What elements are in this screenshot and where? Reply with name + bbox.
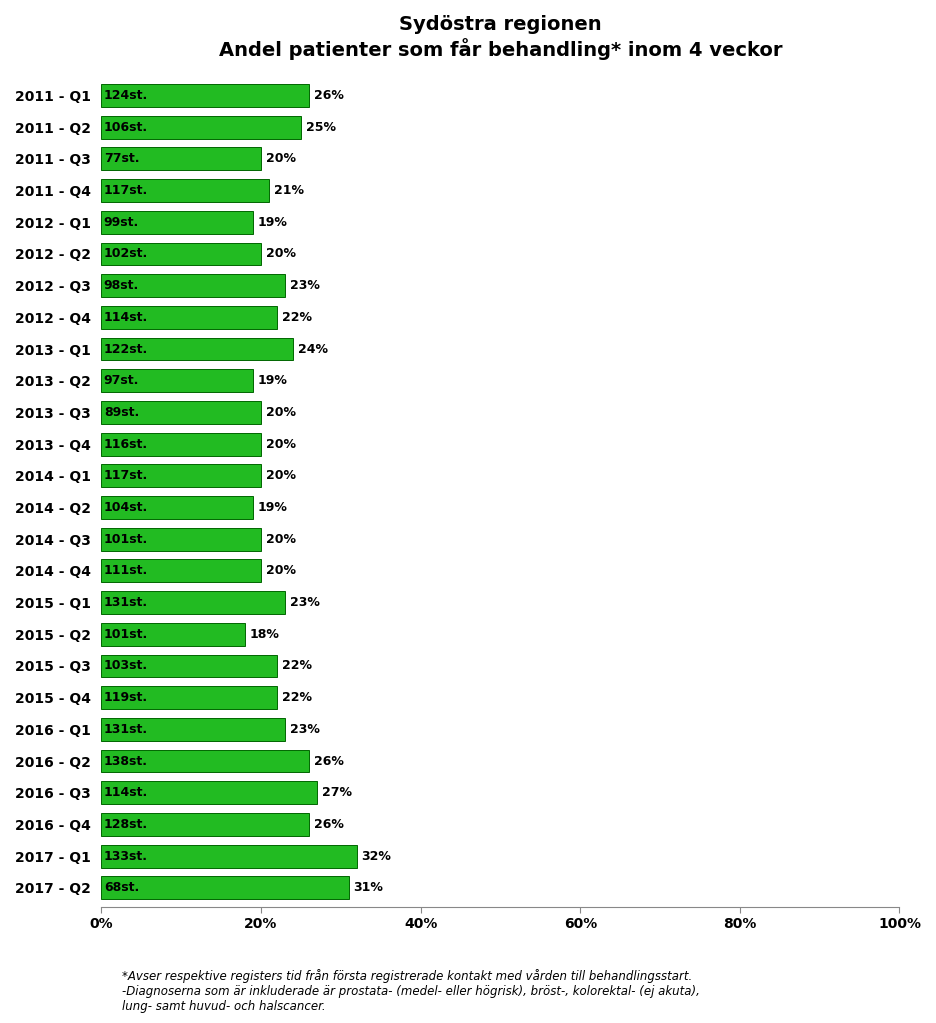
Title: Sydöstra regionen
Andel patienter som får behandling* inom 4 veckor: Sydöstra regionen Andel patienter som få… [219,15,782,59]
Text: 20%: 20% [266,248,296,261]
Text: 22%: 22% [282,660,312,672]
Text: 104st.: 104st. [104,501,148,514]
Text: 128st.: 128st. [104,818,148,831]
Bar [101,718,285,741]
Text: 19%: 19% [257,501,287,514]
Text: 23%: 23% [290,596,319,609]
Text: 32%: 32% [361,850,391,862]
Text: 102st.: 102st. [104,248,148,261]
Text: 119st.: 119st. [104,692,148,704]
Bar [101,845,357,868]
Bar [101,401,261,424]
Text: 89st.: 89st. [104,406,139,418]
Text: 116st.: 116st. [104,438,148,450]
Text: 101st.: 101st. [104,628,148,640]
Text: 26%: 26% [314,755,344,767]
Text: 27%: 27% [322,787,352,799]
Text: 138st.: 138st. [104,755,148,767]
Bar [101,528,261,550]
Bar [101,84,309,106]
Bar [101,877,349,899]
Text: 22%: 22% [282,692,312,704]
Bar [101,560,261,582]
Text: 68st.: 68st. [104,882,139,894]
Bar [101,782,317,804]
Text: 103st.: 103st. [104,660,148,672]
Bar [101,433,261,455]
Text: 122st.: 122st. [104,343,148,356]
Bar [101,147,261,170]
Text: 31%: 31% [354,882,384,894]
Text: 106st.: 106st. [104,121,148,134]
Text: 114st.: 114st. [104,787,148,799]
Text: 97st.: 97st. [104,374,139,387]
Text: 20%: 20% [266,470,296,482]
Bar [101,655,277,677]
Bar [101,750,309,772]
Bar [101,179,269,202]
Text: 19%: 19% [257,216,287,229]
Bar [101,369,253,392]
Text: 20%: 20% [266,565,296,577]
Bar [101,686,277,709]
Text: 131st.: 131st. [104,596,148,609]
Bar [101,464,261,487]
Text: 23%: 23% [290,723,319,736]
Text: 22%: 22% [282,311,312,324]
Text: 20%: 20% [266,152,296,166]
Bar [101,813,309,836]
Bar [101,116,301,138]
Bar [101,496,253,519]
Bar [101,274,285,297]
Text: *Avser respektive registers tid från första registrerade kontakt med vården till: *Avser respektive registers tid från för… [122,969,699,1013]
Bar [101,306,277,328]
Bar [101,242,261,265]
Text: 20%: 20% [266,438,296,450]
Text: 114st.: 114st. [104,311,148,324]
Text: 77st.: 77st. [104,152,139,166]
Bar [101,211,253,233]
Text: 131st.: 131st. [104,723,148,736]
Text: 25%: 25% [306,121,336,134]
Text: 23%: 23% [290,279,319,293]
Text: 26%: 26% [314,818,344,831]
Bar [101,623,245,646]
Text: 101st.: 101st. [104,533,148,545]
Text: 99st.: 99st. [104,216,139,229]
Text: 117st.: 117st. [104,184,148,197]
Text: 20%: 20% [266,533,296,545]
Text: 18%: 18% [250,628,280,640]
Text: 98st.: 98st. [104,279,139,293]
Text: 124st.: 124st. [104,89,148,102]
Text: 117st.: 117st. [104,470,148,482]
Text: 20%: 20% [266,406,296,418]
Bar [101,338,293,360]
Text: 111st.: 111st. [104,565,148,577]
Text: 19%: 19% [257,374,287,387]
Text: 24%: 24% [298,343,328,356]
Bar [101,591,285,614]
Text: 21%: 21% [274,184,304,197]
Text: 133st.: 133st. [104,850,148,862]
Text: 26%: 26% [314,89,344,102]
